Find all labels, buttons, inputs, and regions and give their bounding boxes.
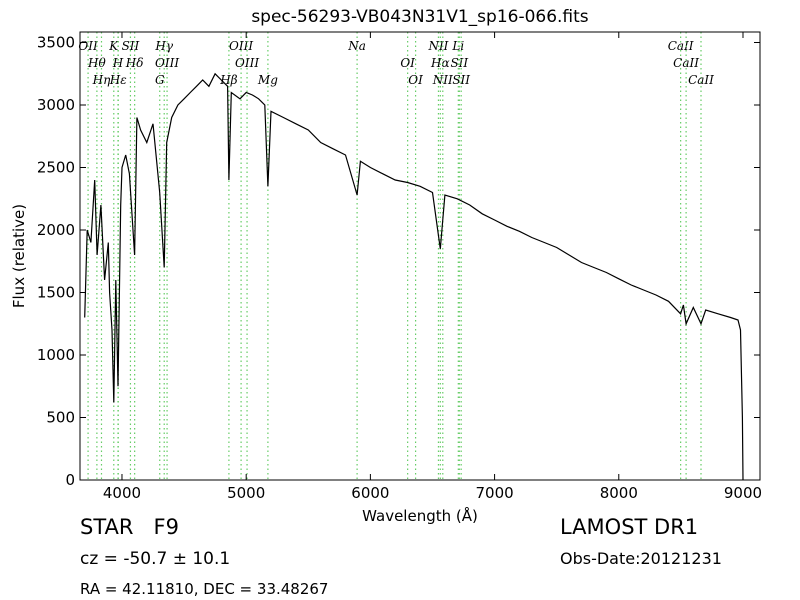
y-tick-label: 0 — [65, 471, 75, 489]
redshift: cz = -50.7 ± 10.1 — [80, 549, 230, 569]
spectral-line-label: OI — [408, 73, 423, 87]
x-tick-label: 8000 — [600, 484, 638, 502]
spectral-line-label: Hη — [92, 73, 111, 87]
obs-date: Obs-Date:20121231 — [560, 549, 722, 568]
spectral-line-label: G — [155, 73, 165, 87]
spectral-line-label: Mg — [257, 73, 278, 87]
spectral-line-label: CaII — [668, 39, 694, 53]
spectral-line-label: Hγ — [154, 39, 173, 53]
spectral-line-label: K — [108, 39, 119, 53]
y-tick-label: 2000 — [37, 221, 75, 239]
spectral-line-label: OIII — [155, 56, 179, 70]
spectral-line-label: NII — [427, 39, 448, 53]
spectral-line-label: CaII — [688, 73, 714, 87]
spectral-line-label: Hδ — [125, 56, 144, 70]
x-tick-label: 9000 — [724, 484, 762, 502]
x-tick-label: 7000 — [475, 484, 513, 502]
spectral-line-label: Hε — [109, 73, 127, 87]
plot-frame — [79, 31, 761, 481]
spectral-line-label: NII — [432, 73, 453, 87]
y-tick-label: 3000 — [37, 96, 75, 114]
spectral-line-label: Hθ — [87, 56, 106, 70]
spectral-line-label: OII — [78, 39, 98, 53]
x-tick-label: 4000 — [103, 484, 141, 502]
y-axis-label: Flux (relative) — [10, 204, 28, 308]
y-tick-label: 2500 — [37, 159, 75, 177]
spectrum-line — [84, 72, 744, 481]
survey: LAMOST DR1 — [560, 515, 698, 539]
x-tick-label: 6000 — [351, 484, 389, 502]
spectral-line-label: H — [112, 56, 124, 70]
spectral-line-label: SII — [452, 73, 470, 87]
spectral-line-label: OIII — [229, 39, 253, 53]
spectral-line-label: OIII — [235, 56, 259, 70]
y-tick-label: 500 — [46, 409, 75, 427]
x-tick-label: 5000 — [227, 484, 265, 502]
y-tick-label: 1000 — [37, 346, 75, 364]
spectral-line-label: SII — [450, 56, 468, 70]
spectral-line-label: Li — [451, 39, 464, 53]
spectral-line-label: OI — [400, 56, 415, 70]
spectral-line-label: Hα — [430, 56, 450, 70]
chart-title: spec-56293-VB043N31V1_sp16-066.fits — [251, 7, 588, 27]
y-tick-label: 1500 — [37, 284, 75, 302]
coordinates: RA = 42.11810, DEC = 33.48267 — [80, 580, 328, 598]
spectral-line-label: CaII — [673, 56, 699, 70]
spectral-line-label: Na — [347, 39, 366, 53]
x-axis-label: Wavelength (Å) — [362, 506, 478, 525]
spectral-line-label: SII — [122, 39, 140, 53]
star-class: STAR F9 — [80, 515, 179, 539]
spectral-line-label: Hβ — [219, 73, 237, 87]
y-tick-label: 3500 — [37, 34, 75, 52]
